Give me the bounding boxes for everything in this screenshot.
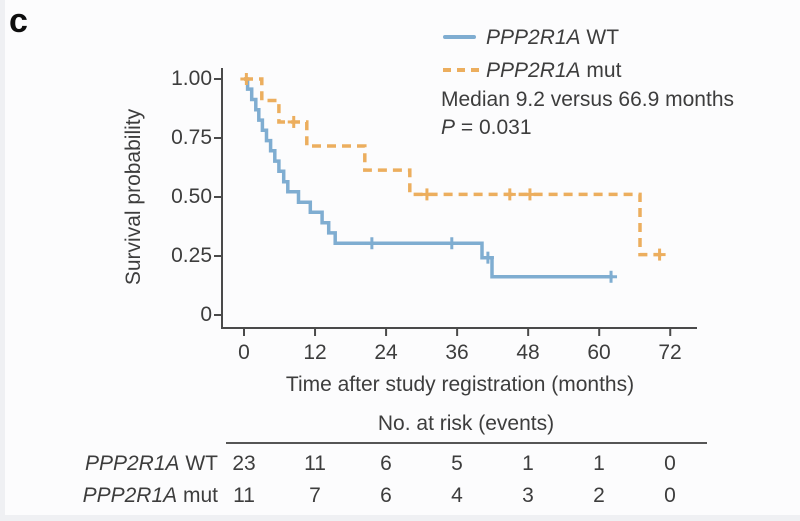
risk-count: 5 — [451, 452, 463, 475]
x-tick-label: 24 — [374, 341, 398, 364]
risk-count: 1 — [522, 452, 534, 475]
y-tick-label: 1.00 — [171, 67, 212, 90]
risk-count: 1 — [593, 452, 605, 475]
survival-curve-wt — [244, 77, 613, 279]
legend-line-mut — [443, 68, 479, 72]
risk-count: 4 — [451, 484, 463, 507]
risk-count: 11 — [304, 452, 326, 475]
legend-entry-wt: PPP2R1A WT — [486, 25, 619, 51]
x-tick-label: 12 — [303, 341, 327, 364]
risk-count: 3 — [522, 484, 534, 507]
survival-curve-mut — [244, 77, 662, 257]
risk-count: 6 — [380, 452, 392, 475]
x-tick-label: 60 — [587, 341, 611, 364]
gene-name: PPP2R1A — [82, 484, 178, 507]
p-value-annotation: P = 0.031 — [441, 115, 532, 141]
bottom-edge-strip — [0, 515, 800, 521]
x-axis-label: Time after study registration (months) — [285, 373, 635, 396]
risk-count: 11 — [233, 484, 255, 507]
gene-name: PPP2R1A — [486, 26, 581, 49]
risk-label-suffix: WT — [179, 452, 218, 475]
left-edge-strip — [0, 0, 5, 521]
panel-label: c — [9, 2, 28, 40]
risk-count: 23 — [232, 452, 256, 475]
x-tick-label: 36 — [445, 341, 469, 364]
legend-suffix: WT — [580, 26, 620, 49]
risk-count: 0 — [664, 452, 676, 475]
x-tick-label: 48 — [516, 341, 540, 364]
y-tick-label: 0 — [200, 303, 212, 326]
risk-label-suffix: mut — [177, 484, 218, 507]
y-tick-label: 0.25 — [171, 244, 212, 267]
legend-entry-mut: PPP2R1A mut — [486, 58, 621, 84]
risk-table-title: No. at risk (events) — [377, 412, 555, 435]
risk-table-rule — [226, 442, 707, 444]
x-tick-label: 72 — [658, 341, 682, 364]
risk-count: 2 — [593, 484, 605, 507]
p-value: = 0.031 — [455, 116, 532, 139]
risk-count: 6 — [380, 484, 392, 507]
median-annotation: Median 9.2 versus 66.9 months — [441, 88, 734, 111]
legend-line-wt — [443, 35, 476, 39]
x-tick-label: 0 — [238, 341, 250, 364]
risk-row-label-mut: PPP2R1A mut — [18, 483, 218, 509]
y-tick-label: 0.75 — [171, 126, 212, 149]
gene-name: PPP2R1A — [486, 59, 581, 82]
risk-count: 7 — [309, 484, 321, 507]
axes-frame — [221, 68, 697, 329]
risk-row-label-wt: PPP2R1A WT — [18, 451, 218, 477]
gene-name: PPP2R1A — [84, 452, 180, 475]
y-tick-label: 0.50 — [171, 185, 212, 208]
p-symbol: P — [441, 116, 456, 139]
legend-suffix: mut — [580, 59, 622, 82]
risk-count: 0 — [664, 484, 676, 507]
